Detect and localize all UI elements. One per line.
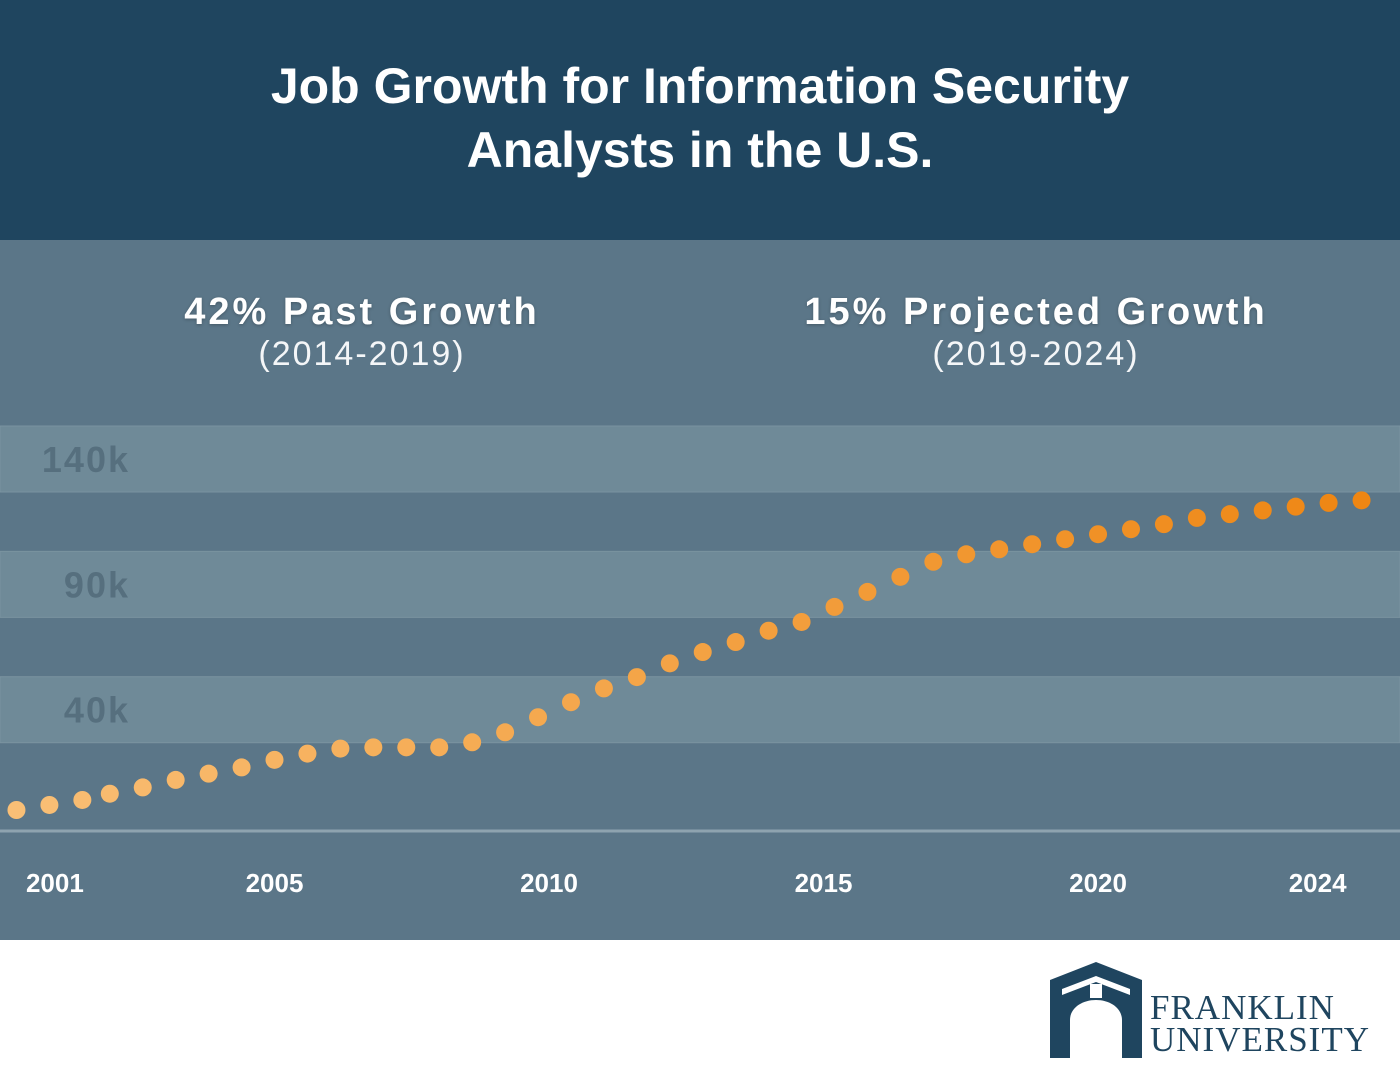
y-band-90k	[0, 550, 1400, 618]
x-tick-label: 2001	[26, 868, 84, 898]
data-point	[199, 764, 218, 783]
data-point	[166, 770, 185, 789]
data-point	[1056, 530, 1075, 549]
data-point	[990, 540, 1009, 559]
data-point	[496, 723, 515, 742]
data-point	[298, 744, 317, 763]
y-tick-label: 90k	[64, 564, 130, 605]
data-point	[100, 784, 119, 803]
y-band-140k	[0, 425, 1400, 493]
x-tick-label: 2015	[795, 868, 853, 898]
x-tick-label: 2020	[1069, 868, 1127, 898]
franklin-arch-icon	[1050, 962, 1142, 1058]
x-tick-label: 2024	[1289, 868, 1347, 898]
data-point	[265, 750, 284, 769]
projected-growth-headline: 15% Projected Growth	[804, 291, 1268, 333]
data-point	[1023, 535, 1042, 554]
projected-growth-callout: 15% Projected Growth (2019-2024)	[736, 290, 1336, 374]
plot-area: 40k 90k 140k 2001 2005 2010 2015 2020 2024	[0, 425, 1400, 898]
past-growth-headline: 42% Past Growth	[184, 291, 540, 333]
projected-growth-period: (2019-2024)	[932, 335, 1140, 373]
data-point	[73, 790, 92, 809]
data-point	[232, 758, 251, 777]
past-growth-period: (2014-2019)	[258, 335, 466, 373]
data-point	[891, 567, 910, 586]
data-point	[1253, 501, 1272, 520]
data-point	[40, 795, 59, 814]
data-point	[1154, 515, 1173, 534]
y-band-40k	[0, 676, 1400, 744]
data-point	[726, 633, 745, 652]
data-point	[825, 597, 844, 616]
data-point	[397, 738, 416, 757]
logo-line-2: UNIVERSITY	[1150, 1020, 1370, 1059]
y-grid-bands	[0, 425, 1400, 744]
chart-title: Job Growth for Information Security Anal…	[270, 58, 1130, 178]
data-point	[1319, 493, 1338, 512]
data-point	[693, 643, 712, 662]
logo-wordmark: FRANKLIN UNIVERSITY	[1150, 988, 1380, 1059]
data-point	[7, 801, 26, 819]
data-point	[759, 621, 778, 640]
data-point	[792, 612, 811, 631]
data-point	[1089, 525, 1108, 544]
logo-line-1: FRANKLIN	[1150, 988, 1335, 1027]
data-point	[463, 733, 482, 752]
data-point	[561, 693, 580, 712]
data-point	[594, 679, 613, 698]
franklin-university-logo[interactable]: FRANKLIN UNIVERSITY	[1050, 962, 1370, 1062]
past-growth-callout: 42% Past Growth (2014-2019)	[62, 290, 662, 374]
data-point	[858, 582, 877, 601]
x-tick-label: 2005	[246, 868, 304, 898]
data-point	[529, 708, 548, 727]
x-tick-labels: 2001 2005 2010 2015 2020 2024	[26, 868, 1347, 898]
data-point	[957, 545, 976, 564]
header: Job Growth for Information Security Anal…	[0, 0, 1400, 240]
data-point	[1121, 520, 1140, 539]
data-point	[331, 739, 350, 758]
x-tick-label: 2010	[520, 868, 578, 898]
data-point	[364, 738, 383, 757]
data-point	[133, 778, 152, 797]
data-point	[1220, 505, 1239, 524]
data-points	[7, 491, 1371, 819]
y-tick-labels: 40k 90k 140k	[42, 439, 130, 731]
data-point	[430, 738, 449, 757]
data-point	[1286, 497, 1305, 516]
data-point	[660, 654, 679, 673]
data-point	[1187, 508, 1206, 527]
data-point	[924, 552, 943, 571]
y-tick-label: 40k	[64, 690, 130, 731]
y-tick-label: 140k	[42, 439, 130, 480]
data-point	[627, 668, 646, 687]
data-point	[1352, 491, 1371, 510]
